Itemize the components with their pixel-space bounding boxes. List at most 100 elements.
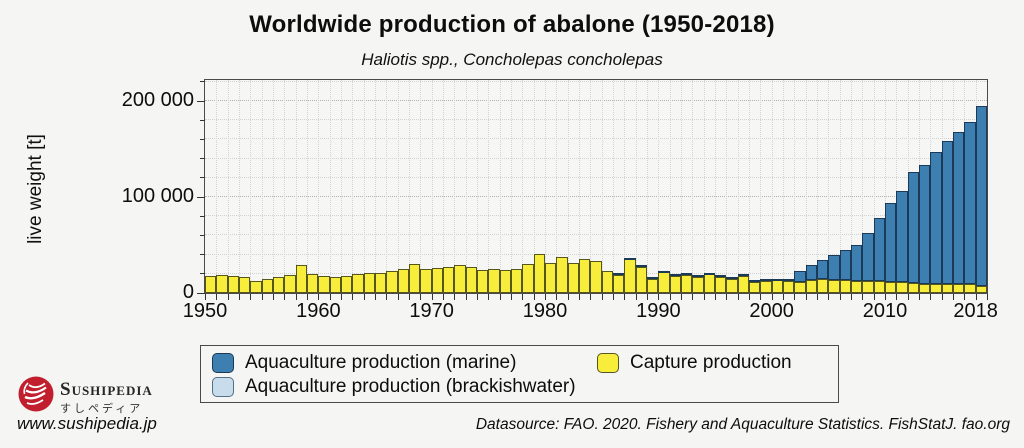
bar-aquaculture-marine-1988 xyxy=(635,265,647,268)
bar-aquaculture-marine-1999 xyxy=(760,279,772,282)
bar-aquaculture-marine-2014 xyxy=(930,152,942,284)
legend-swatch-capture xyxy=(597,353,619,373)
bar-capture-1993 xyxy=(692,276,704,293)
x-axis-tick-label: 2018 xyxy=(953,300,998,322)
gridline-v xyxy=(499,80,501,293)
legend-item-aquaculture-marine: Aquaculture production (marine) xyxy=(212,351,516,375)
x-axis-tick xyxy=(443,294,444,300)
bar-capture-1975 xyxy=(488,268,500,293)
x-axis-tick xyxy=(454,294,456,300)
bar-capture-1997 xyxy=(737,276,749,293)
x-axis-tick-label: 1970 xyxy=(409,300,454,322)
bar-aquaculture-marine-1989 xyxy=(647,277,659,280)
gridline-v xyxy=(624,80,626,293)
gridline-h xyxy=(205,119,987,121)
gridline-v xyxy=(805,80,807,293)
x-axis-tick-label: 1990 xyxy=(636,300,681,322)
bar-capture-1952 xyxy=(227,276,239,293)
y-axis-minor-tick xyxy=(200,138,205,140)
gridline-v xyxy=(681,80,682,293)
bar-capture-1979 xyxy=(533,254,545,293)
y-axis-tick-label: 200 000 xyxy=(121,89,194,111)
y-axis-minor-tick xyxy=(200,273,205,275)
x-axis-tick xyxy=(964,294,966,300)
gridline-v xyxy=(579,80,580,293)
gridline-v xyxy=(295,80,297,293)
gridline-v xyxy=(567,80,569,293)
bar-capture-1955 xyxy=(261,279,273,293)
gridline-v xyxy=(454,80,456,293)
bar-capture-1980 xyxy=(545,263,557,293)
bar-aquaculture-marine-1990 xyxy=(658,270,670,273)
x-axis-tick xyxy=(341,294,342,300)
x-axis-tick xyxy=(329,294,331,300)
bar-capture-1988 xyxy=(635,266,647,293)
x-axis-tick xyxy=(975,294,977,300)
y-axis-major-tick xyxy=(197,196,205,198)
x-axis-tick xyxy=(919,294,920,300)
bar-aquaculture-marine-1987 xyxy=(624,257,636,260)
y-axis-major-tick xyxy=(197,292,205,294)
gridline-v xyxy=(329,80,331,293)
y-axis-minor-tick xyxy=(200,81,205,83)
x-axis-tick xyxy=(488,294,490,300)
gridline-v xyxy=(692,80,694,293)
bar-capture-1973 xyxy=(465,266,477,293)
gridline-h xyxy=(205,176,987,178)
gridline-v xyxy=(556,80,558,293)
bar-capture-1994 xyxy=(703,274,715,293)
x-axis-tick xyxy=(805,294,807,300)
gridline-v xyxy=(703,80,705,293)
bar-aquaculture-marine-1993 xyxy=(692,275,704,278)
gridline-v xyxy=(590,80,592,293)
gridline-v xyxy=(273,80,274,293)
legend-item-capture: Capture production xyxy=(597,351,792,375)
x-axis-tick xyxy=(794,294,796,300)
gridline-v xyxy=(397,80,399,293)
brand-name: Sushipedia xyxy=(60,379,153,400)
bar-capture-1992 xyxy=(681,274,693,293)
bar-capture-2004 xyxy=(817,278,829,293)
bar-capture-2003 xyxy=(805,279,817,293)
bar-capture-1984 xyxy=(590,261,602,293)
gridline-h xyxy=(205,157,987,159)
x-axis-tick xyxy=(533,294,535,300)
x-axis-tick xyxy=(227,294,229,300)
chart-subtitle: Haliotis spp., Concholepas concholepas xyxy=(361,50,663,69)
plot-area xyxy=(204,79,988,294)
x-axis-tick xyxy=(431,294,433,300)
x-axis-tick xyxy=(499,294,501,300)
bar-capture-1963 xyxy=(352,274,364,293)
bar-capture-2015 xyxy=(941,284,953,293)
gridline-v xyxy=(613,80,614,293)
y-axis-minor-tick xyxy=(200,234,205,236)
gridline-v xyxy=(783,80,784,293)
x-axis-tick xyxy=(760,294,762,300)
x-axis-tick xyxy=(295,294,297,300)
bar-capture-1966 xyxy=(386,270,398,293)
gridline-v xyxy=(477,80,478,293)
bar-aquaculture-marine-2016 xyxy=(953,131,965,285)
gridline-v xyxy=(261,80,263,293)
x-axis-tick xyxy=(590,294,592,300)
x-axis-tick xyxy=(647,294,648,300)
y-axis-minor-tick xyxy=(200,158,205,160)
bar-capture-2010 xyxy=(885,281,897,293)
bar-capture-2006 xyxy=(839,280,851,293)
bar-capture-1950 xyxy=(205,275,217,293)
x-axis-tick xyxy=(828,294,830,300)
gridline-v xyxy=(341,80,342,293)
bar-aquaculture-marine-1996 xyxy=(726,277,738,280)
x-axis-tick xyxy=(205,294,206,300)
x-axis-tick xyxy=(545,294,546,300)
bar-capture-2007 xyxy=(851,280,863,293)
x-axis-tick xyxy=(239,294,240,300)
bar-capture-1970 xyxy=(431,267,443,293)
bar-capture-1999 xyxy=(760,281,772,293)
bar-capture-1996 xyxy=(726,279,738,293)
site-url[interactable]: www.sushipedia.jp xyxy=(17,414,157,433)
y-axis-major-tick xyxy=(197,100,205,102)
bar-capture-1989 xyxy=(647,278,659,293)
y-axis-tick-label: 100 000 xyxy=(121,185,194,207)
x-axis-tick xyxy=(987,294,988,300)
